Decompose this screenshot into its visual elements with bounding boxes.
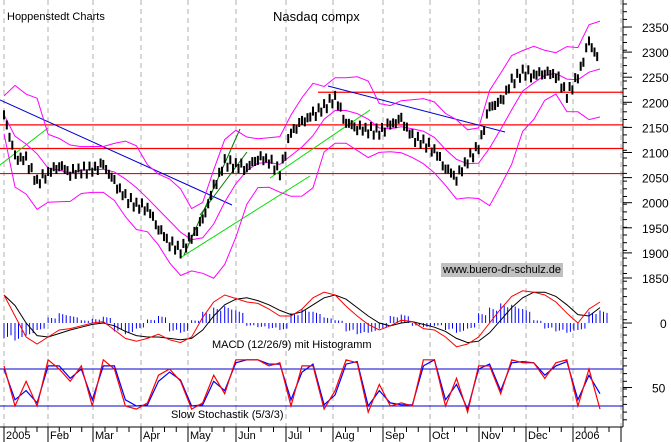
watermark: www.buero-dr-schulz.de [441, 263, 563, 277]
x-tick-label: Oct [432, 430, 449, 442]
y-tick-label: 2200 [642, 96, 669, 110]
y-tick-label: 1850 [642, 272, 669, 286]
y-tick-label: 2300 [642, 46, 669, 60]
chart-title: Nasdaq compx [273, 9, 360, 24]
y-tick-label: 2050 [642, 172, 669, 186]
stochastic-panel [0, 358, 623, 415]
x-tick-label: Dec [528, 430, 548, 442]
y-tick-label: 2150 [642, 121, 669, 135]
uptrend-channel-line [183, 128, 241, 256]
stochastic-label: Slow Stochastik (5/3/3) [171, 409, 284, 421]
stochastic-50-label: 50 [652, 382, 666, 396]
price-panel [0, 20, 623, 279]
macd-line [3, 290, 601, 348]
uptrend-line [0, 127, 49, 166]
y-tick-label: 2250 [642, 71, 669, 85]
price-bars [3, 36, 599, 259]
macd-label: MACD (12/26/9) mit Histogramm [212, 339, 372, 351]
x-tick-label: May [190, 430, 211, 442]
bollinger-band [3, 20, 601, 210]
x-tick-label: Aug [335, 430, 355, 442]
macd-signal-line [3, 291, 601, 344]
bollinger-bands [3, 20, 601, 279]
macd-zero-label: 0 [660, 317, 667, 331]
uptrend-line [269, 109, 371, 179]
bollinger-band [3, 68, 601, 241]
x-tick-label: Sep [385, 430, 405, 442]
y-tick-label: 2100 [642, 147, 669, 161]
x-tick-label: Mar [95, 430, 114, 442]
source-label: Hoppenstedt Charts [7, 11, 105, 23]
y-tick-label: 1900 [642, 247, 669, 261]
x-tick-label: Nov [481, 430, 501, 442]
support-resistance-lines [0, 91, 623, 175]
x-tick-label: Jul [288, 430, 302, 442]
stochastic-k-line [3, 358, 601, 415]
x-tick-label: Feb [50, 430, 69, 442]
x-tick-label: 2006 [575, 430, 599, 442]
y-tick-label: 2000 [642, 197, 669, 211]
bollinger-band [3, 93, 601, 279]
stochastic-d-line [3, 358, 601, 411]
x-tick-label: 2005 [6, 430, 30, 442]
x-tick-label: Jun [238, 430, 256, 442]
x-tick-label: Apr [143, 430, 160, 442]
macd-panel [3, 290, 608, 348]
y-tick-label: 2350 [642, 21, 669, 35]
uptrend-line [179, 175, 311, 259]
downtrend-line [0, 99, 233, 206]
y-tick-label: 1950 [642, 222, 669, 236]
downtrend-line [327, 85, 506, 133]
